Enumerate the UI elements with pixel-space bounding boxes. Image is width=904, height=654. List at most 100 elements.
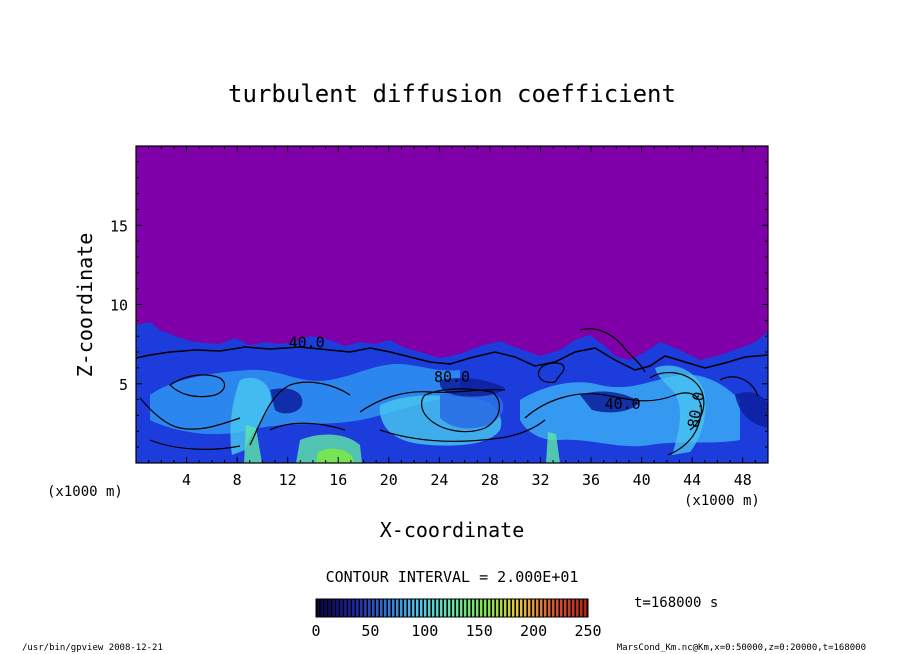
eddy-region xyxy=(150,363,460,435)
colorbar-swatch xyxy=(460,599,463,617)
contour-line xyxy=(579,328,646,373)
colorbar-swatch xyxy=(316,599,319,617)
colorbar-swatch xyxy=(408,599,411,617)
colorbar xyxy=(316,599,588,617)
colorbar-separator xyxy=(582,599,584,617)
colorbar-swatch xyxy=(488,599,491,617)
colorbar-separator xyxy=(570,599,572,617)
x-tick-label: 8 xyxy=(233,471,242,489)
contour-label: 40.0 xyxy=(289,333,325,351)
colorbar-swatch xyxy=(360,599,363,617)
colorbar-swatch xyxy=(580,599,583,617)
colorbar-separator xyxy=(530,599,532,617)
colorbar-separator xyxy=(538,599,540,617)
x-tick-label: 32 xyxy=(531,471,549,489)
colorbar-swatch xyxy=(540,599,543,617)
x-tick-label: 40 xyxy=(633,471,651,489)
colorbar-separator xyxy=(478,599,480,617)
colorbar-separator xyxy=(410,599,412,617)
contour-line xyxy=(169,374,225,398)
colorbar-swatch xyxy=(344,599,347,617)
colorbar-swatch xyxy=(320,599,323,617)
colorbar-separator xyxy=(542,599,544,617)
colorbar-separator xyxy=(526,599,528,617)
colorbar-swatch xyxy=(528,599,531,617)
x-tick-label: 48 xyxy=(734,471,752,489)
eddy-region xyxy=(546,432,560,463)
colorbar-separator xyxy=(342,599,344,617)
footer-left: /usr/bin/gpview 2008-12-21 xyxy=(22,643,163,653)
contour-line xyxy=(537,362,565,384)
colorbar-swatch xyxy=(456,599,459,617)
colorbar-separator xyxy=(358,599,360,617)
colorbar-swatch xyxy=(356,599,359,617)
colorbar-separator xyxy=(442,599,444,617)
colorbar-swatch xyxy=(436,599,439,617)
colorbar-swatch xyxy=(340,599,343,617)
colorbar-swatch xyxy=(336,599,339,617)
colorbar-separator xyxy=(502,599,504,617)
colorbar-swatch xyxy=(452,599,455,617)
colorbar-separator xyxy=(386,599,388,617)
colorbar-separator xyxy=(398,599,400,617)
colorbar-separator xyxy=(346,599,348,617)
y-tick-label: 15 xyxy=(110,217,128,235)
colorbar-separator xyxy=(546,599,548,617)
colorbar-separator xyxy=(350,599,352,617)
colorbar-swatch xyxy=(448,599,451,617)
contour-line xyxy=(136,346,768,371)
x-axis: 4 8 12 16 20 24 28 32 36 40 44 48 xyxy=(148,146,769,489)
colorbar-swatch xyxy=(440,599,443,617)
colorbar-separator xyxy=(362,599,364,617)
x-tick-label: 24 xyxy=(430,471,448,489)
colorbar-swatch xyxy=(384,599,387,617)
contour-line xyxy=(269,422,346,431)
colorbar-swatch xyxy=(428,599,431,617)
colorbar-swatch xyxy=(484,599,487,617)
colorbar-swatch xyxy=(368,599,371,617)
colorbar-swatch xyxy=(532,599,535,617)
colorbar-swatch xyxy=(364,599,367,617)
colorbar-separator xyxy=(450,599,452,617)
eddy-region xyxy=(440,389,504,429)
colorbar-swatch xyxy=(536,599,539,617)
chart-title: turbulent diffusion coefficient xyxy=(228,80,676,108)
colorbar-swatch xyxy=(560,599,563,617)
colorbar-swatch xyxy=(328,599,331,617)
x-tick-label: 12 xyxy=(279,471,297,489)
colorbar-separator xyxy=(510,599,512,617)
colorbar-separator xyxy=(566,599,568,617)
colorbar-swatch xyxy=(544,599,547,617)
colorbar-tick-label: 200 xyxy=(520,622,547,640)
contour-label: 80.0 xyxy=(684,390,708,429)
eddy-region xyxy=(230,377,271,455)
eddy-region xyxy=(316,448,354,463)
eddy-region xyxy=(244,425,262,463)
colorbar-frame xyxy=(315,598,589,618)
colorbar-separator xyxy=(482,599,484,617)
colorbar-swatch xyxy=(504,599,507,617)
colorbar-swatch xyxy=(464,599,467,617)
colorbar-separator xyxy=(422,599,424,617)
colorbar-separator xyxy=(406,599,408,617)
colorbar-separator xyxy=(330,599,332,617)
colorbar-separator xyxy=(474,599,476,617)
time-label: t=168000 s xyxy=(634,595,718,611)
colorbar-separator xyxy=(486,599,488,617)
colorbar-swatch xyxy=(388,599,391,617)
colorbar-swatch xyxy=(404,599,407,617)
colorbar-swatch xyxy=(420,599,423,617)
colorbar-separator xyxy=(574,599,576,617)
contour-label: 80.0 xyxy=(434,368,470,386)
colorbar-swatch xyxy=(400,599,403,617)
colorbar-separator xyxy=(586,599,588,617)
colorbar-separator xyxy=(370,599,372,617)
colorbar-swatch xyxy=(552,599,555,617)
colorbar-separator xyxy=(326,599,328,617)
colorbar-swatch xyxy=(568,599,571,617)
colorbar-separator xyxy=(434,599,436,617)
x-tick-label: 16 xyxy=(329,471,347,489)
colorbar-separator xyxy=(498,599,500,617)
colorbar-swatch xyxy=(480,599,483,617)
